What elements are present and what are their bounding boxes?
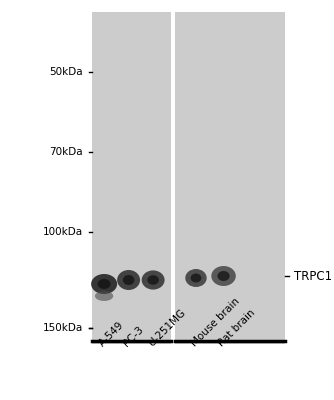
Ellipse shape [117,270,140,290]
FancyBboxPatch shape [171,12,175,344]
Text: Rat brain: Rat brain [216,307,257,348]
Ellipse shape [185,269,207,287]
Text: 100kDa: 100kDa [42,227,83,237]
Ellipse shape [147,275,159,285]
Ellipse shape [191,274,201,282]
Text: 150kDa: 150kDa [42,323,83,333]
Ellipse shape [91,274,117,294]
Text: 50kDa: 50kDa [49,67,83,77]
FancyBboxPatch shape [92,12,171,344]
Text: Mouse brain: Mouse brain [189,296,241,348]
Ellipse shape [123,275,134,285]
Text: A-549: A-549 [97,319,126,348]
Text: PC-3: PC-3 [122,324,146,348]
Ellipse shape [142,270,165,290]
FancyBboxPatch shape [92,12,285,344]
Ellipse shape [217,271,230,281]
Text: TRPC1: TRPC1 [294,270,332,282]
Ellipse shape [98,279,111,289]
Text: U-251MG: U-251MG [146,307,187,348]
FancyBboxPatch shape [175,12,285,344]
Ellipse shape [211,266,236,286]
Text: 70kDa: 70kDa [49,147,83,157]
Ellipse shape [95,291,113,301]
